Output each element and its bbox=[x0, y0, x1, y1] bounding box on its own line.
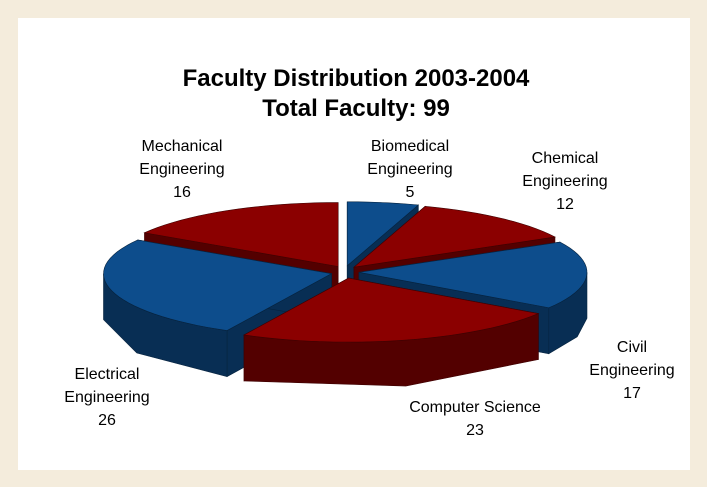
category-label: Electrical Engineering bbox=[64, 366, 150, 406]
category-label: Biomedical Engineering bbox=[367, 138, 453, 178]
slice-label: Chemical Engineering 12 bbox=[510, 147, 620, 216]
value-label: 16 bbox=[173, 184, 191, 201]
value-label: 17 bbox=[623, 385, 641, 402]
slice bbox=[243, 277, 540, 343]
slice-label: Electrical Engineering 26 bbox=[47, 363, 167, 432]
category-label: Chemical Engineering bbox=[522, 150, 608, 190]
value-label: 26 bbox=[98, 412, 116, 429]
slice-label: Civil Engineering 17 bbox=[577, 336, 687, 405]
chart-title: Faculty Distribution 2003-2004 bbox=[183, 65, 530, 92]
slice bbox=[346, 201, 420, 267]
category-label: Computer Science bbox=[409, 399, 541, 416]
chart-subtitle: Total Faculty: 99 bbox=[262, 95, 450, 122]
value-label: 23 bbox=[466, 422, 484, 439]
slice bbox=[103, 239, 333, 331]
slice-label: Computer Science 23 bbox=[375, 396, 575, 442]
slice bbox=[143, 202, 339, 267]
value-label: 5 bbox=[405, 184, 415, 201]
category-label: Mechanical Engineering bbox=[139, 138, 225, 178]
category-label: Civil Engineering bbox=[589, 339, 675, 379]
value-label: 12 bbox=[556, 196, 574, 213]
slice bbox=[353, 206, 556, 268]
slice-label: Biomedical Engineering 5 bbox=[355, 135, 465, 204]
slice-label: Mechanical Engineering 16 bbox=[117, 135, 247, 204]
pie bbox=[103, 201, 588, 387]
slice bbox=[358, 241, 588, 309]
